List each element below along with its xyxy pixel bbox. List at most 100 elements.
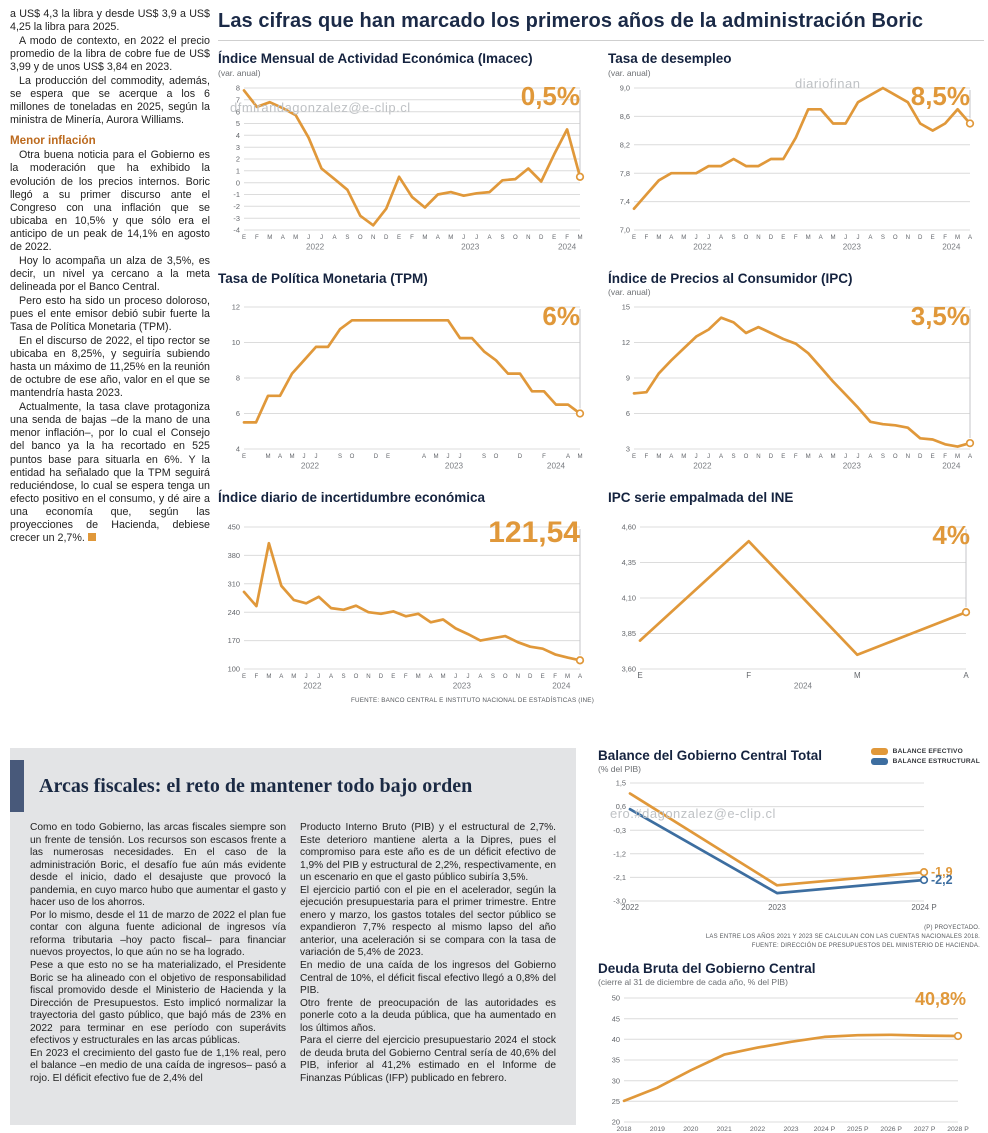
chart-ipc: Índice de Precios al Consumidor (IPC) (v… [608,271,984,477]
svg-text:S: S [881,453,885,460]
svg-text:M: M [577,453,582,460]
fiscal-charts-column: Balance del Gobierno Central Total BALAN… [598,748,980,1133]
svg-text:O: O [893,234,898,241]
svg-text:6: 6 [236,107,240,116]
svg-text:E: E [931,453,935,460]
svg-text:2023: 2023 [843,462,862,471]
article-paragraph: En medio de una caída de los ingresos de… [300,960,556,997]
svg-text:A: A [578,673,583,680]
svg-text:3: 3 [626,445,630,454]
chart-title: Tasa de Política Monetaria (TPM) [218,270,428,286]
note-line: LAS ENTRE LOS AÑOS 2021 Y 2023 SE CALCUL… [705,934,980,940]
svg-text:O: O [513,234,518,241]
svg-text:F: F [746,671,751,680]
svg-text:J: J [856,234,859,241]
svg-text:-3,0: -3,0 [613,897,626,906]
svg-text:A: A [487,234,492,241]
chart-title: Índice diario de incertidumbre económica [218,490,486,506]
svg-text:J: J [462,234,465,241]
svg-text:4: 4 [236,130,240,139]
svg-text:E: E [931,234,935,241]
svg-text:1: 1 [236,166,240,175]
svg-text:N: N [756,234,760,241]
svg-text:450: 450 [228,522,240,531]
article-paragraph-text: Actualmente, la tasa clave protagoniza u… [10,401,210,544]
article-paragraph: Hoy lo acompaña un alza de 3,5%, es deci… [10,254,210,293]
chart-desempleo: Tasa de desempleo (var. anual) 8,5% 9,0 8… [608,51,984,257]
svg-text:2024: 2024 [547,462,566,471]
svg-text:S: S [732,453,736,460]
title-divider [218,40,984,41]
svg-text:8,2: 8,2 [620,140,630,149]
svg-text:N: N [756,453,760,460]
svg-text:2024: 2024 [558,242,577,251]
legend-label: BALANCE ESTRUCTURAL [892,758,980,765]
chart-tpm: Tasa de Política Monetaria (TPM) 6% 12 10… [218,271,594,477]
svg-text:J: J [707,453,710,460]
legend-item-estructural: BALANCE ESTRUCTURAL [870,758,980,765]
svg-text:A: A [566,453,571,460]
svg-text:A: A [868,234,873,241]
svg-text:J: J [314,453,317,460]
svg-text:E: E [637,671,642,680]
svg-text:M: M [681,234,686,241]
svg-text:S: S [500,234,504,241]
note-line: (P) PROYECTADO. [924,925,980,931]
svg-text:2022: 2022 [621,903,639,912]
chart-title: Deuda Bruta del Gobierno Central [598,961,816,976]
svg-text:M: M [289,453,294,460]
svg-text:0: 0 [236,178,240,187]
svg-text:F: F [645,234,649,241]
svg-text:F: F [404,673,408,680]
svg-text:4,60: 4,60 [622,522,636,531]
svg-text:E: E [242,673,246,680]
svg-text:A: A [422,453,427,460]
svg-text:40: 40 [612,1035,620,1044]
svg-text:J: J [707,234,710,241]
svg-text:A: A [868,453,873,460]
svg-text:2024 P: 2024 P [911,903,936,912]
svg-text:7,4: 7,4 [620,197,630,206]
svg-text:A: A [279,673,284,680]
svg-text:J: J [446,453,449,460]
fiscal-header: Arcas fiscales: el reto de mantener todo… [10,760,556,812]
svg-text:O: O [350,453,355,460]
chart-value-label: 40,8% [914,989,966,1009]
ipc-ine-line-chart: 4,60 4,35 4,10 3,85 3,60E F M A 2024 [622,522,971,690]
svg-text:M: M [433,453,438,460]
svg-text:M: M [656,453,661,460]
svg-text:E: E [781,234,785,241]
svg-text:E: E [632,234,636,241]
svg-text:E: E [632,453,636,460]
svg-text:M: M [422,234,427,241]
svg-text:E: E [397,234,401,241]
article-paragraph: Pero esto ha sido un proceso doloroso, p… [10,294,210,334]
svg-text:F: F [943,234,947,241]
svg-text:D: D [918,234,923,241]
svg-text:S: S [732,234,736,241]
svg-text:D: D [384,234,389,241]
svg-text:A: A [332,234,337,241]
article-paragraph: Otro frente de preocupación de las autor… [300,997,556,1034]
svg-text:O: O [744,234,749,241]
svg-text:M: M [656,234,661,241]
chart-value-label: 121,54 [488,516,580,550]
svg-text:J: J [466,673,469,680]
svg-text:A: A [329,673,334,680]
svg-text:-1: -1 [233,190,240,199]
svg-text:100: 100 [228,664,240,673]
article-paragraph: Para el cierre del ejercicio presupuesta… [300,1035,556,1084]
chart-balance: Balance del Gobierno Central Total BALAN… [598,748,980,951]
svg-text:J: J [695,453,698,460]
svg-text:6: 6 [626,409,630,418]
chart-subtitle: (% del PIB) [598,764,641,774]
fiscal-title: Arcas fiscales: el reto de mantener todo… [39,774,473,797]
svg-text:8,6: 8,6 [620,112,630,121]
svg-text:380: 380 [228,551,240,560]
svg-text:O: O [893,453,898,460]
fiscal-column-1: Como en todo Gobierno, las arcas fiscale… [30,822,286,1085]
svg-text:N: N [516,673,520,680]
